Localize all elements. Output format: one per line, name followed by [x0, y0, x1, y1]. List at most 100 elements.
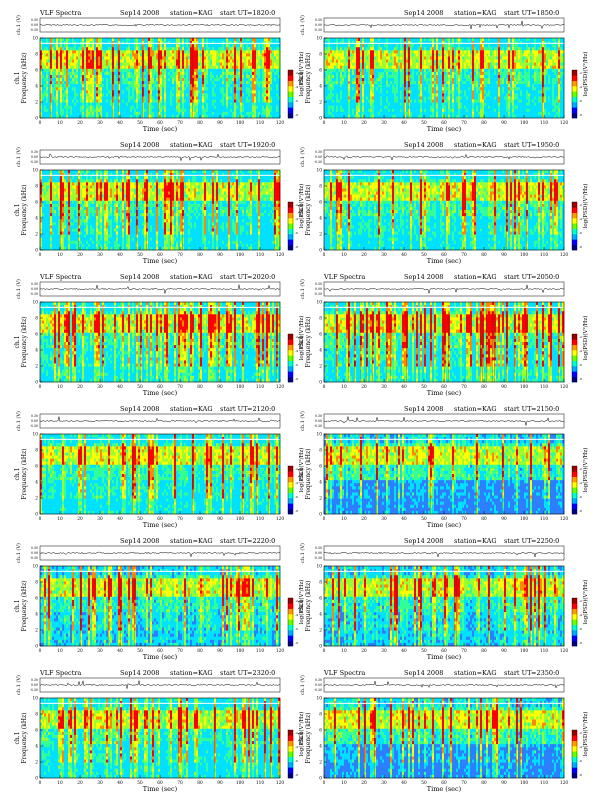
- x-tick-label: 100: [236, 781, 244, 786]
- x-tick-label: 10: [341, 253, 347, 258]
- freq-ylabel: Frequency (kHz): [305, 712, 312, 763]
- y-tick-label: 4: [319, 481, 322, 486]
- x-tick-label: 0: [323, 385, 326, 390]
- colorbar-swatch: [572, 355, 577, 361]
- colorbar-swatch: [288, 614, 293, 620]
- panel-date: Sep14 2008: [120, 669, 159, 677]
- colorbar-tick-label: -4: [579, 481, 582, 485]
- x-tick-label: 80: [481, 649, 487, 654]
- x-tick-label: 20: [77, 649, 83, 654]
- x-tick-label: 30: [381, 517, 387, 522]
- ch1-ylabel: ch.1: [14, 732, 21, 745]
- trace-tick-label: 0.00: [315, 287, 322, 291]
- x-axis-label: Time (sec): [143, 521, 178, 529]
- colorbar-label: log(PSD)(V²/Hz): [582, 712, 589, 757]
- y-tick-label: 6: [35, 201, 38, 206]
- y-tick-label: 10: [33, 433, 39, 438]
- colorbar-swatch: [288, 762, 293, 768]
- y-tick-label: 2: [319, 497, 322, 502]
- colorbar-swatch: [572, 229, 577, 235]
- colorbar-swatch: [288, 223, 293, 229]
- colorbar-swatch: [288, 741, 293, 747]
- panel-station: station=KAG: [454, 537, 497, 545]
- panel-start-ut: =1950:0: [531, 141, 559, 149]
- colorbar-swatch: [288, 773, 293, 779]
- x-tick-label: 10: [57, 517, 63, 522]
- colorbar-swatch: [572, 113, 577, 119]
- colorbar-swatch: [288, 107, 293, 113]
- trace-tick-label: -0.30: [30, 424, 38, 428]
- colorbar-tick-label: -2: [579, 731, 582, 735]
- panel-date: Sep14 2008: [120, 273, 159, 281]
- panel-start-ut: =2350:0: [531, 669, 559, 677]
- y-tick-label: 8: [35, 581, 38, 586]
- x-tick-label: 0: [39, 121, 42, 126]
- y-tick-label: 2: [319, 101, 322, 106]
- colorbar-swatch: [288, 477, 293, 483]
- colorbar-swatch: [572, 767, 577, 773]
- x-tick-label: 20: [361, 517, 367, 522]
- panel-station: station=KAG: [170, 141, 213, 149]
- y-tick-label: 8: [319, 53, 322, 58]
- colorbar-tick-label: -6: [579, 231, 582, 235]
- trace-ylabel: ch.1 (V): [299, 147, 306, 167]
- panel-station: station=KAG: [454, 9, 497, 17]
- colorbar-swatch: [288, 75, 293, 81]
- x-axis-label: Time (sec): [427, 125, 462, 133]
- colorbar-tick-label: -4: [295, 217, 298, 221]
- colorbar-swatch: [572, 471, 577, 477]
- x-tick-label: 100: [520, 781, 528, 786]
- colorbar-tick-label: -6: [579, 627, 582, 631]
- x-tick-label: 110: [256, 517, 264, 522]
- x-tick-label: 40: [401, 517, 407, 522]
- x-tick-label: 90: [217, 253, 223, 258]
- colorbar-swatch: [288, 334, 293, 340]
- x-tick-label: 110: [256, 253, 264, 258]
- colorbar-tick-label: -6: [579, 759, 582, 763]
- x-tick-label: 80: [481, 781, 487, 786]
- x-tick-label: 80: [197, 253, 203, 258]
- panel-station: station=KAG: [170, 537, 213, 545]
- panel-date: Sep14 2008: [404, 669, 443, 677]
- x-tick-label: 80: [197, 649, 203, 654]
- x-tick-label: 30: [97, 385, 103, 390]
- x-tick-label: 40: [117, 121, 123, 126]
- trace-tick-label: 0.30: [31, 18, 38, 22]
- x-tick-label: 120: [276, 253, 284, 258]
- x-tick-label: 100: [520, 517, 528, 522]
- x-tick-label: 120: [276, 121, 284, 126]
- colorbar-swatch: [288, 377, 293, 383]
- spectrogram-image: [324, 698, 564, 778]
- x-tick-label: 20: [77, 781, 83, 786]
- x-tick-label: 110: [540, 253, 548, 258]
- x-tick-label: 90: [501, 517, 507, 522]
- trace-tick-label: 0.00: [315, 23, 322, 27]
- freq-ylabel: Frequency (kHz): [21, 448, 28, 499]
- colorbar-swatch: [572, 746, 577, 752]
- colorbar-swatch: [572, 619, 577, 625]
- x-tick-label: 0: [323, 649, 326, 654]
- colorbar-tick-label: -2: [579, 203, 582, 207]
- colorbar-swatch: [572, 239, 577, 245]
- colorbar-swatch: [572, 614, 577, 620]
- freq-ylabel: Frequency (kHz): [21, 52, 28, 103]
- trace-tick-label: -0.30: [314, 688, 322, 692]
- x-tick-label: 30: [97, 781, 103, 786]
- y-tick-label: 6: [35, 333, 38, 338]
- colorbar-label: log(PSD)(V²/Hz): [582, 580, 589, 625]
- colorbar-swatch: [288, 81, 293, 87]
- colorbar-swatch: [572, 498, 577, 504]
- colorbar-swatch: [572, 641, 577, 647]
- x-tick-label: 30: [97, 649, 103, 654]
- panel-start-label: start UT: [504, 141, 532, 149]
- colorbar-swatch: [288, 509, 293, 515]
- x-tick-label: 0: [323, 517, 326, 522]
- colorbar-tick-label: -2: [579, 599, 582, 603]
- panel-title: VLF Spectra: [39, 273, 81, 281]
- freq-ylabel: Frequency (kHz): [305, 184, 312, 235]
- x-tick-label: 90: [217, 385, 223, 390]
- x-tick-label: 120: [276, 649, 284, 654]
- colorbar-tick-label: -8: [579, 509, 582, 513]
- x-tick-label: 90: [501, 385, 507, 390]
